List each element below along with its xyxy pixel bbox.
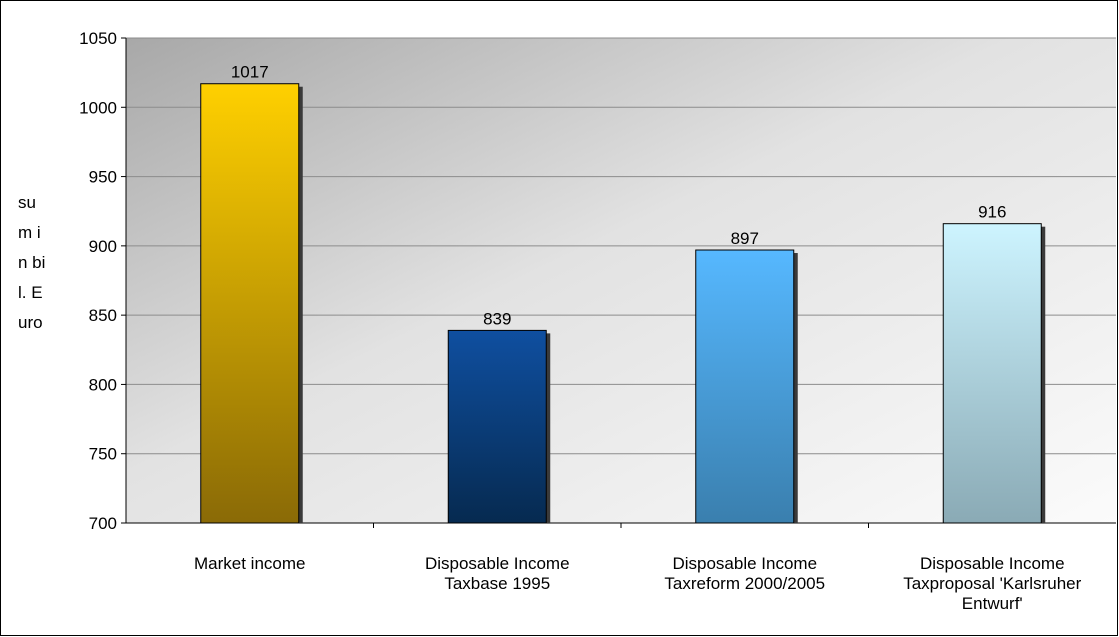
data-label: 897 — [731, 229, 759, 248]
x-tick-label: Disposable Income — [672, 554, 817, 573]
x-tick-label: Market income — [194, 554, 305, 573]
y-tick-label: 950 — [89, 168, 117, 187]
y-tick-label: 700 — [89, 514, 117, 533]
y-tick-label: 900 — [89, 237, 117, 256]
x-tick-label: Taxreform 2000/2005 — [664, 574, 825, 593]
x-tick-label: Taxbase 1995 — [444, 574, 550, 593]
data-label: 916 — [978, 203, 1006, 222]
x-tick-label: Disposable Income — [920, 554, 1065, 573]
bar — [447, 329, 547, 524]
y-tick-label: 800 — [89, 375, 117, 394]
data-label: 839 — [483, 309, 511, 328]
y-tick-label: 850 — [89, 306, 117, 325]
x-tick-label: Disposable Income — [425, 554, 570, 573]
bars: 1017 839 897 916 — [200, 63, 1046, 524]
y-tick-label: 750 — [89, 445, 117, 464]
bar — [942, 223, 1042, 524]
bar — [695, 249, 795, 524]
y-tick-label: 1000 — [79, 98, 117, 117]
y-tick-labels: 700 750 800 850 900 950 1000 1050 — [79, 29, 117, 533]
y-tick-label: 1050 — [79, 29, 117, 48]
y-axis-label: sum in bil. Euro — [18, 193, 46, 332]
x-tick-label: Taxproposal 'Karlsruher — [903, 574, 1081, 593]
x-tick-label: Entwurf' — [962, 594, 1023, 613]
bar — [200, 83, 300, 524]
data-label: 1017 — [231, 63, 269, 82]
